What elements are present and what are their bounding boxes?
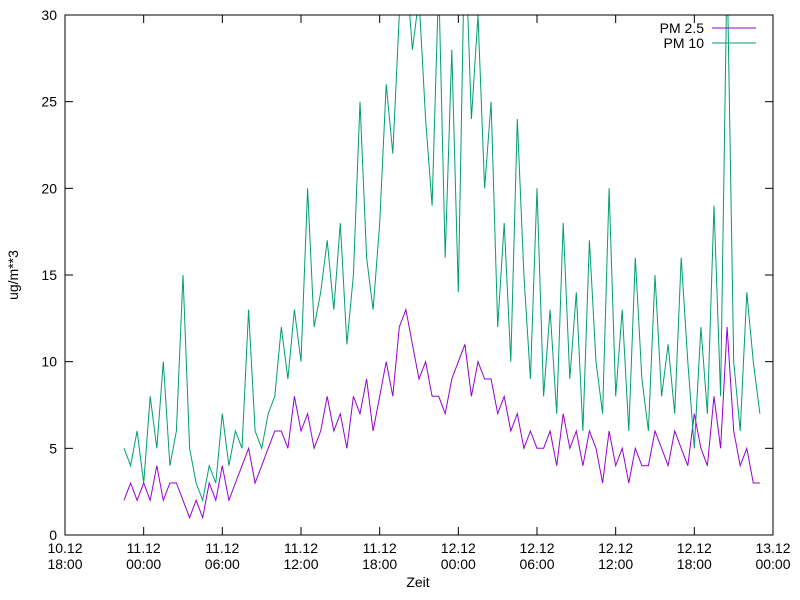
y-tick-label: 10: [41, 354, 57, 370]
data-line: [123, 307, 760, 520]
y-axis-label: ug/m**3: [5, 250, 21, 300]
data-line: [123, 15, 761, 503]
x-tick-label: 13.12 00:00: [755, 540, 790, 572]
plot-area: [123, 15, 761, 520]
x-tick-label: 12.12 06:00: [519, 540, 554, 572]
x-tick-label: 12.12 18:00: [677, 540, 712, 572]
y-tick-label: 20: [41, 180, 57, 196]
legend-label: PM 2.5: [660, 20, 705, 36]
legend-label: PM 10: [664, 35, 705, 51]
plot-border: [64, 14, 774, 536]
y-tick-label: 0: [49, 527, 57, 543]
x-tick-label: 10.12 18:00: [47, 540, 82, 572]
y-tick-label: 15: [41, 267, 57, 283]
x-tick-label: 11.12 06:00: [205, 540, 240, 572]
x-tick-label: 11.12 18:00: [362, 540, 397, 572]
x-tick-label: 12.12 00:00: [441, 540, 476, 572]
x-tick-label: 11.12 00:00: [126, 540, 161, 572]
x-tick-label: 11.12 12:00: [283, 540, 318, 572]
y-tick-label: 30: [41, 7, 57, 23]
x-axis-label: Zeit: [406, 574, 429, 590]
x-tick-label: 12.12 12:00: [598, 540, 633, 572]
y-tick-label: 25: [41, 94, 57, 110]
y-tick-label: 5: [49, 440, 57, 456]
